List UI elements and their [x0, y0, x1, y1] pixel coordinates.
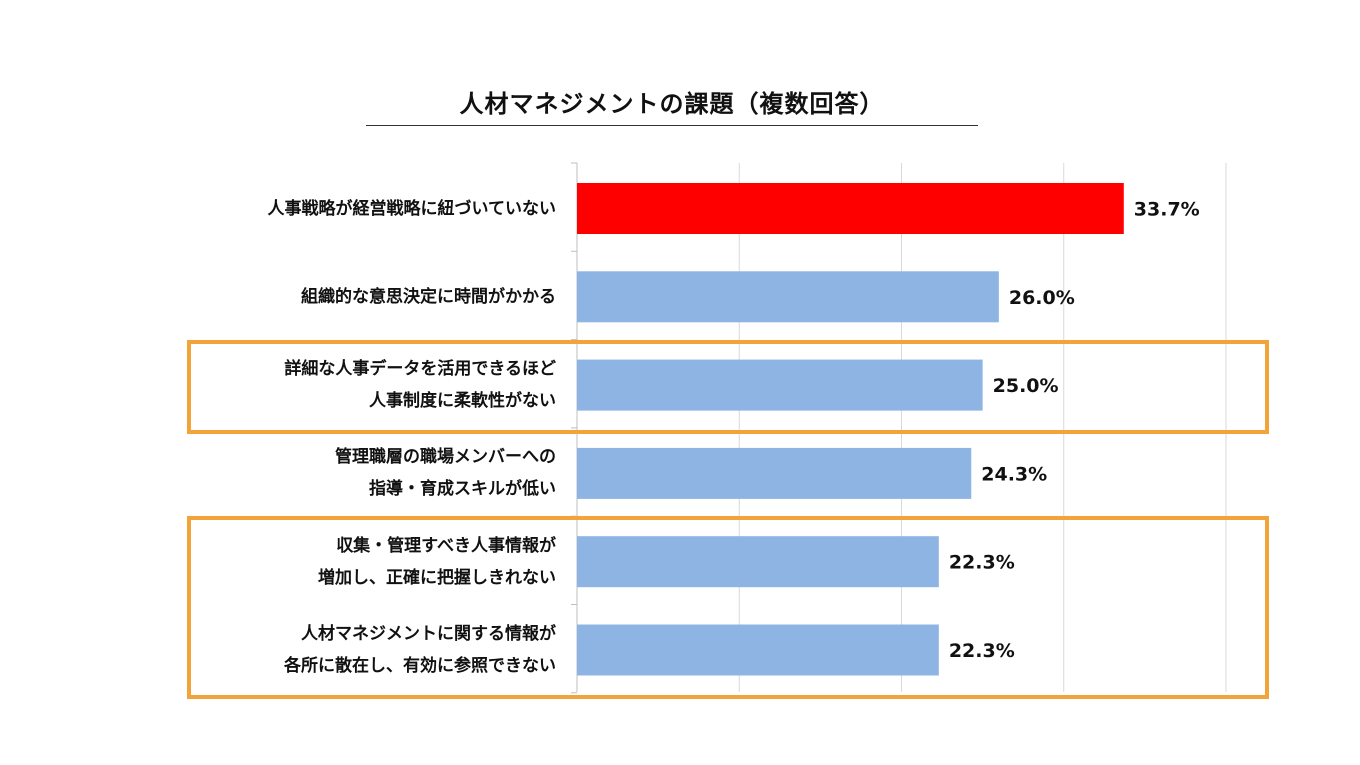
- bar-6: [577, 624, 939, 676]
- category-label-3: 詳細な人事データを活用できるほど人事制度に柔軟性がない: [156, 353, 556, 417]
- category-label-2: 組織的な意思決定に時間がかかる: [156, 281, 556, 313]
- bar-5: [577, 536, 939, 588]
- category-label-line: 管理職層の職場メンバーへの: [335, 447, 556, 468]
- title-underline: [366, 125, 978, 126]
- highlight-box-2: [187, 516, 1269, 699]
- bar-3: [577, 359, 983, 411]
- category-label-line: 組織的な意思決定に時間がかかる: [301, 286, 556, 307]
- chart-title: 人材マネジメントの課題（複数回答）: [459, 90, 885, 118]
- value-label-5: 22.3%: [949, 552, 1015, 574]
- value-label-4: 24.3%: [981, 463, 1047, 485]
- category-label-line: 人事戦略が経営戦略に紐づいていない: [267, 198, 557, 219]
- category-label-5: 収集・管理すべき人事情報が増加し、正確に把握しきれない: [156, 530, 556, 594]
- category-label-line: 人事制度に柔軟性がない: [369, 391, 556, 412]
- category-label-6: 人材マネジメントに関する情報が各所に散在し、有効に参照できない: [156, 618, 556, 682]
- value-label-1: 33.7%: [1134, 199, 1200, 221]
- value-label-3: 25.0%: [993, 375, 1059, 397]
- category-label-line: 収集・管理すべき人事情報が: [336, 535, 556, 556]
- category-label-4: 管理職層の職場メンバーへの指導・育成スキルが低い: [156, 441, 556, 505]
- highlight-box-1: [187, 340, 1269, 434]
- category-label-line: 詳細な人事データを活用できるほど: [284, 359, 556, 380]
- bar-1: [577, 183, 1124, 234]
- bar-2: [577, 271, 999, 323]
- category-label-line: 指導・育成スキルが低い: [369, 479, 556, 500]
- category-label-line: 増加し、正確に把握しきれない: [318, 567, 556, 588]
- value-label-6: 22.3%: [949, 640, 1015, 662]
- category-label-line: 各所に散在し、有効に参照できない: [284, 656, 556, 676]
- value-label-2: 26.0%: [1009, 287, 1075, 309]
- bar-4: [577, 447, 972, 499]
- category-label-line: 人材マネジメントに関する情報が: [301, 624, 556, 644]
- category-label-1: 人事戦略が経営戦略に紐づいていない: [156, 193, 557, 225]
